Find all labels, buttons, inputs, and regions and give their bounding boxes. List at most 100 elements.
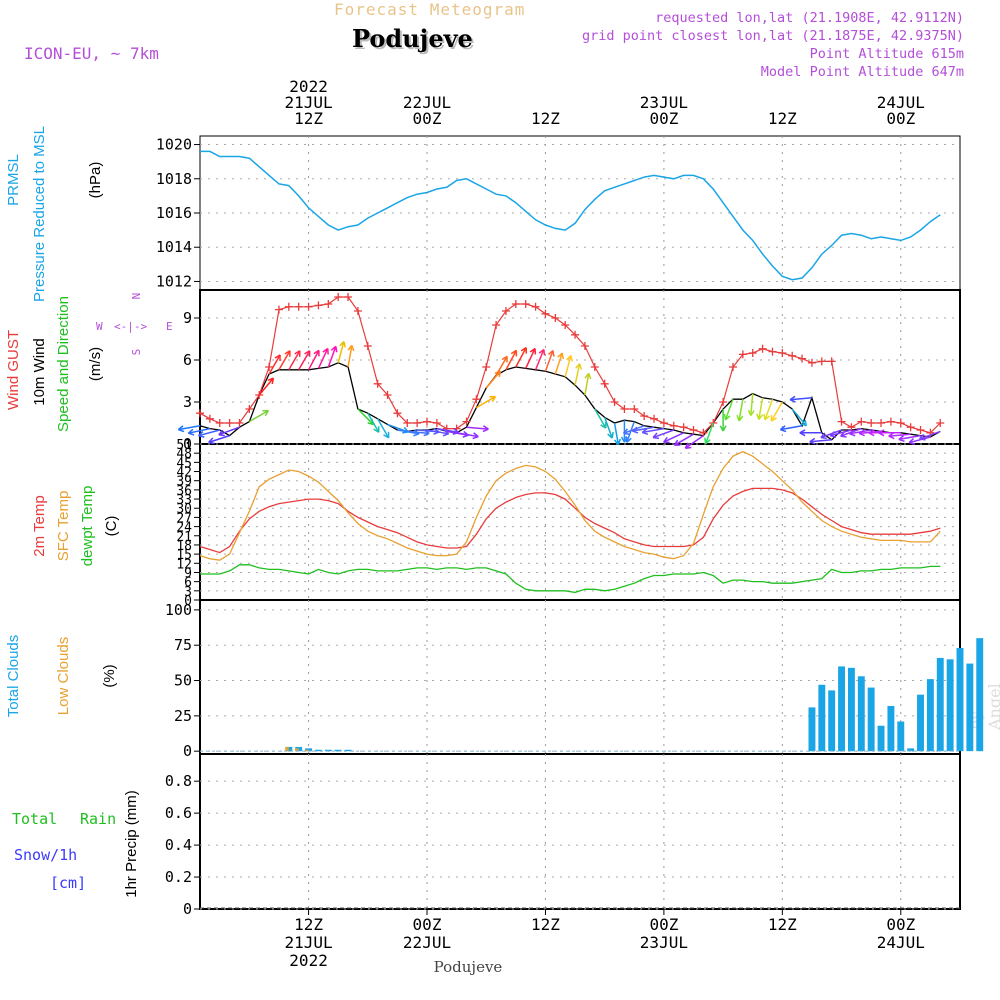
- wind-direction-arrow: [898, 434, 921, 441]
- compass-south: S: [130, 349, 143, 356]
- gust-marker: [817, 357, 826, 366]
- wind-direction-arrow: [626, 421, 635, 443]
- y-tick-label: 33: [176, 493, 192, 508]
- wind-arrow-head: [584, 372, 592, 380]
- wind-arrow-head: [600, 422, 607, 429]
- wind-arrow-head: [641, 428, 649, 436]
- wind-arrow-head: [747, 409, 755, 416]
- y-tick-label: 3: [183, 393, 192, 411]
- wind-direction-arrow: [198, 429, 220, 437]
- wind-arrow-head: [489, 395, 497, 403]
- wind-direction-arrow: [919, 430, 941, 440]
- wind-arrow-head: [510, 349, 518, 357]
- panel-label-pressure: PRMSL: [5, 154, 22, 206]
- wind-arrow-head: [607, 432, 614, 439]
- wind-direction-arrow: [750, 393, 754, 416]
- gust-marker: [462, 417, 471, 426]
- gust-marker: [423, 417, 432, 426]
- gust-marker: [284, 302, 293, 311]
- wind-arrow-head: [501, 355, 508, 363]
- wind-arrow-head: [262, 409, 270, 417]
- y-tick-label: 18: [176, 539, 192, 554]
- wind-direction-arrow: [208, 434, 230, 444]
- y-tick-label: 50: [174, 672, 192, 690]
- wind-arrow-head: [218, 429, 225, 437]
- wind-direction-arrow: [574, 363, 581, 386]
- precip-label-unit: [cm]: [50, 874, 86, 892]
- wind-arrow-head: [294, 350, 301, 357]
- wind-arrow-head: [789, 395, 796, 403]
- precip-label-snow: Snow/1h: [14, 846, 77, 864]
- gust-marker: [274, 305, 283, 314]
- wind-direction-arrow: [495, 355, 508, 376]
- wind-arrow-head: [849, 429, 856, 437]
- wind-arrow-head: [622, 428, 630, 435]
- model-name: ICON-EU, ~ 7km: [24, 44, 159, 63]
- y-tick-label: 0.4: [165, 836, 192, 854]
- panel-label-pressure: Pressure Reduced to MSL: [31, 126, 48, 302]
- gust-line: [199, 296, 941, 434]
- wind-arrow-head: [208, 437, 215, 445]
- wind-arrow-head: [538, 348, 546, 356]
- gust-marker: [225, 419, 234, 427]
- panel-label-temperature: SFC Temp: [55, 491, 72, 562]
- y-tick-label: 12: [176, 557, 192, 572]
- panel-label-wind: 10m Wind: [31, 338, 48, 406]
- gust-marker: [768, 347, 777, 356]
- low-cloud-bar: [285, 746, 289, 752]
- gust-marker: [837, 417, 846, 426]
- wind-arrow-head: [704, 437, 711, 445]
- wind-direction-arrow: [367, 412, 380, 433]
- top-time-label: 12Z: [531, 109, 560, 128]
- wind-direction-arrow: [357, 408, 375, 426]
- top-time-label: 21JUL: [284, 93, 332, 112]
- wind-direction-arrow: [188, 427, 211, 434]
- gust-marker: [334, 293, 343, 301]
- wind-direction-arrow: [268, 354, 281, 375]
- gust-marker: [788, 351, 797, 360]
- wind-arrow-head: [868, 429, 875, 437]
- model-altitude: Model Point Altitude 647m: [760, 64, 964, 80]
- gust-marker: [847, 423, 856, 432]
- gust-marker: [620, 405, 629, 413]
- panel-label-wind: (m/s): [87, 347, 104, 381]
- wind-arrow-head: [625, 436, 632, 443]
- panel-label-clouds: Total Clouds: [5, 635, 22, 718]
- y-tick-label: 27: [176, 511, 192, 526]
- gust-marker: [679, 423, 688, 432]
- wind-arrow-head: [347, 344, 355, 352]
- gust-marker: [916, 426, 925, 434]
- wind-arrow-head: [908, 438, 916, 445]
- wind-arrow-head: [723, 413, 731, 421]
- wind-arrow-head: [878, 429, 885, 437]
- gust-marker: [738, 350, 747, 359]
- wind-direction-arrow: [908, 436, 931, 444]
- wind-direction-arrow: [426, 429, 449, 435]
- wind-arrow-head: [631, 426, 639, 434]
- gust-marker: [215, 419, 224, 427]
- wind-arrow-head: [482, 425, 489, 433]
- wind-arrow-head: [820, 432, 827, 440]
- wind-arrow-head: [566, 355, 574, 362]
- wind-arrow-head: [330, 345, 338, 353]
- wind-direction-arrow: [317, 348, 329, 369]
- footer-location: Podujeve: [434, 958, 503, 976]
- gust-marker: [442, 424, 451, 433]
- total-cloud-bar: [344, 749, 352, 752]
- wind-direction-arrow: [888, 433, 911, 437]
- gust-marker: [383, 391, 392, 399]
- wind-arrow-head: [383, 431, 390, 439]
- wind-arrow-head: [614, 438, 621, 446]
- requested-coords: requested lon,lat (21.1908E, 42.9112N): [655, 10, 964, 26]
- gust-marker: [650, 414, 659, 423]
- bottom-time-label: 21JUL: [284, 933, 332, 952]
- wind-arrow-head: [177, 425, 185, 433]
- wind-direction-arrow: [248, 409, 269, 423]
- total-cloud-bar: [838, 666, 846, 752]
- panel-frame-clouds: [199, 599, 961, 755]
- y-tick-label: 0.8: [165, 772, 192, 790]
- y-tick-label: 45: [176, 456, 192, 471]
- y-tick-label: 0: [183, 435, 192, 453]
- wind-direction-arrow: [780, 425, 803, 431]
- top-time-label: 24JUL: [877, 93, 925, 112]
